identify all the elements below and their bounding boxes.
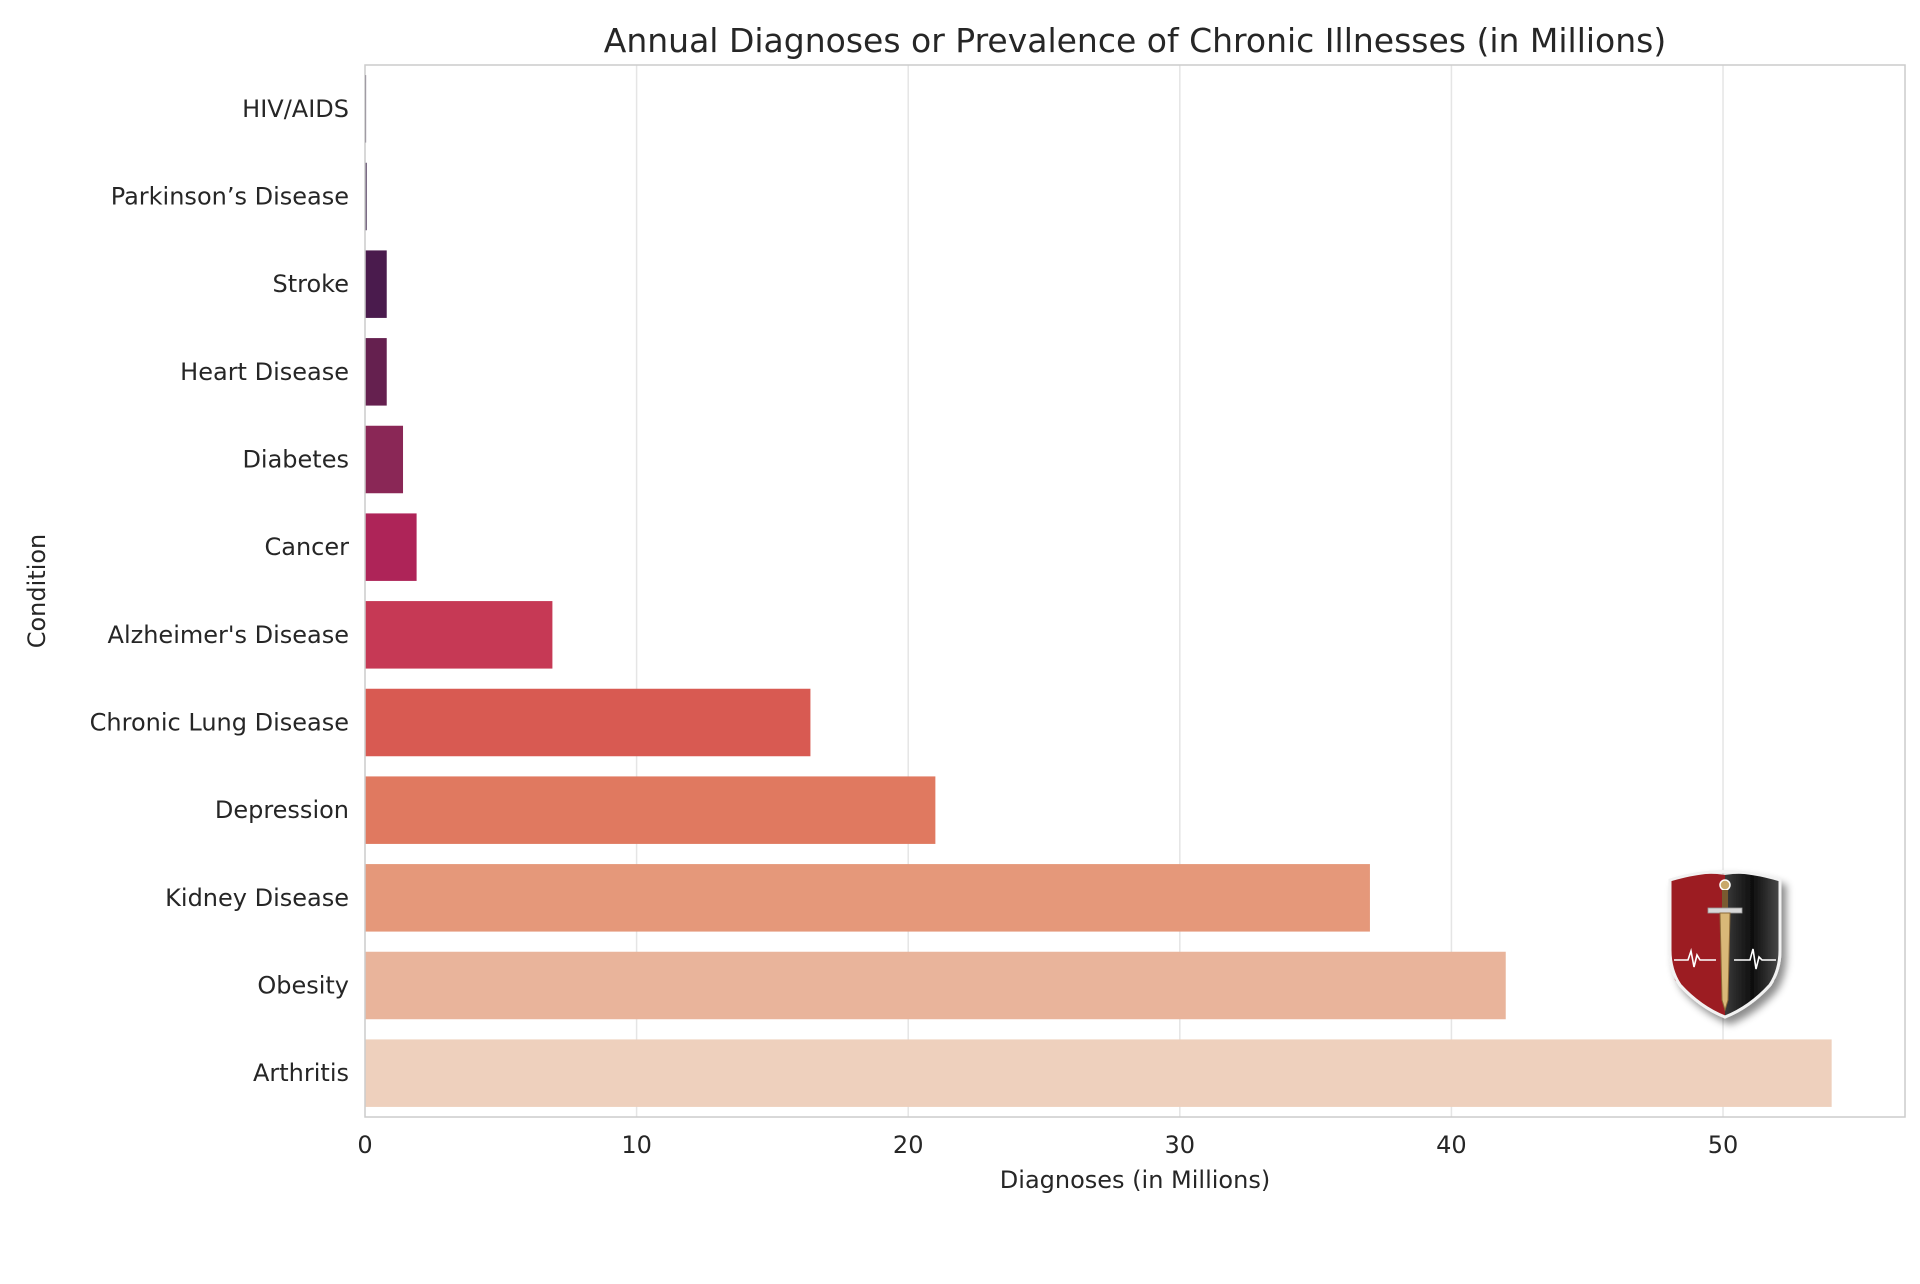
y-tick-label: Stroke: [273, 270, 349, 298]
bar-depression: [365, 776, 936, 844]
shield-logo-icon: [1668, 870, 1782, 1019]
bar-diabetes: [365, 425, 404, 494]
y-axis-title: Condition: [23, 534, 51, 649]
gridlines: [635, 65, 1724, 1117]
x-tick-label: 40: [1436, 1131, 1467, 1159]
y-tick-label: Diabetes: [242, 446, 349, 474]
y-tick-label: Kidney Disease: [165, 884, 349, 912]
x-tick-label: 20: [893, 1131, 924, 1159]
y-tick-label: Obesity: [257, 972, 349, 1000]
x-tick-label: 0: [357, 1131, 372, 1159]
x-axis-title: Diagnoses (in Millions): [1000, 1166, 1270, 1194]
plot-frame: [364, 64, 1906, 1118]
bar-heart-disease: [365, 338, 387, 406]
y-tick-label: Chronic Lung Disease: [90, 709, 349, 737]
bar-parkinson-s-disease: [365, 162, 367, 231]
x-tick-label: 50: [1708, 1131, 1739, 1159]
y-tick-label: Alzheimer's Disease: [108, 621, 349, 649]
y-tick-label: HIV/AIDS: [242, 95, 349, 123]
bar-chronic-lung-disease: [365, 688, 811, 757]
bar-cancer: [365, 513, 417, 581]
y-tick-labels: HIV/AIDS Parkinson’s Disease Stroke Heart D…: [90, 95, 349, 1087]
bar-arthritis: [365, 1039, 1832, 1107]
bar-kidney-disease: [365, 864, 1370, 932]
y-tick-label: Parkinson’s Disease: [111, 183, 349, 211]
y-tick-label: Arthritis: [253, 1059, 349, 1087]
chart-title: Annual Diagnoses or Prevalence of Chroni…: [604, 21, 1666, 60]
bar-alzheimer-s-disease: [365, 601, 553, 669]
x-tick-labels: 0 10 20 30 40 50: [357, 1131, 1738, 1159]
x-tick-label: 10: [621, 1131, 652, 1159]
y-tick-label: Depression: [215, 796, 349, 824]
x-tick-label: 30: [1165, 1131, 1196, 1159]
bars: [365, 75, 1832, 1107]
y-tick-label: Heart Disease: [180, 358, 349, 386]
bar-stroke: [365, 250, 387, 318]
bar-obesity: [365, 951, 1506, 1020]
y-tick-label: Cancer: [264, 533, 349, 561]
